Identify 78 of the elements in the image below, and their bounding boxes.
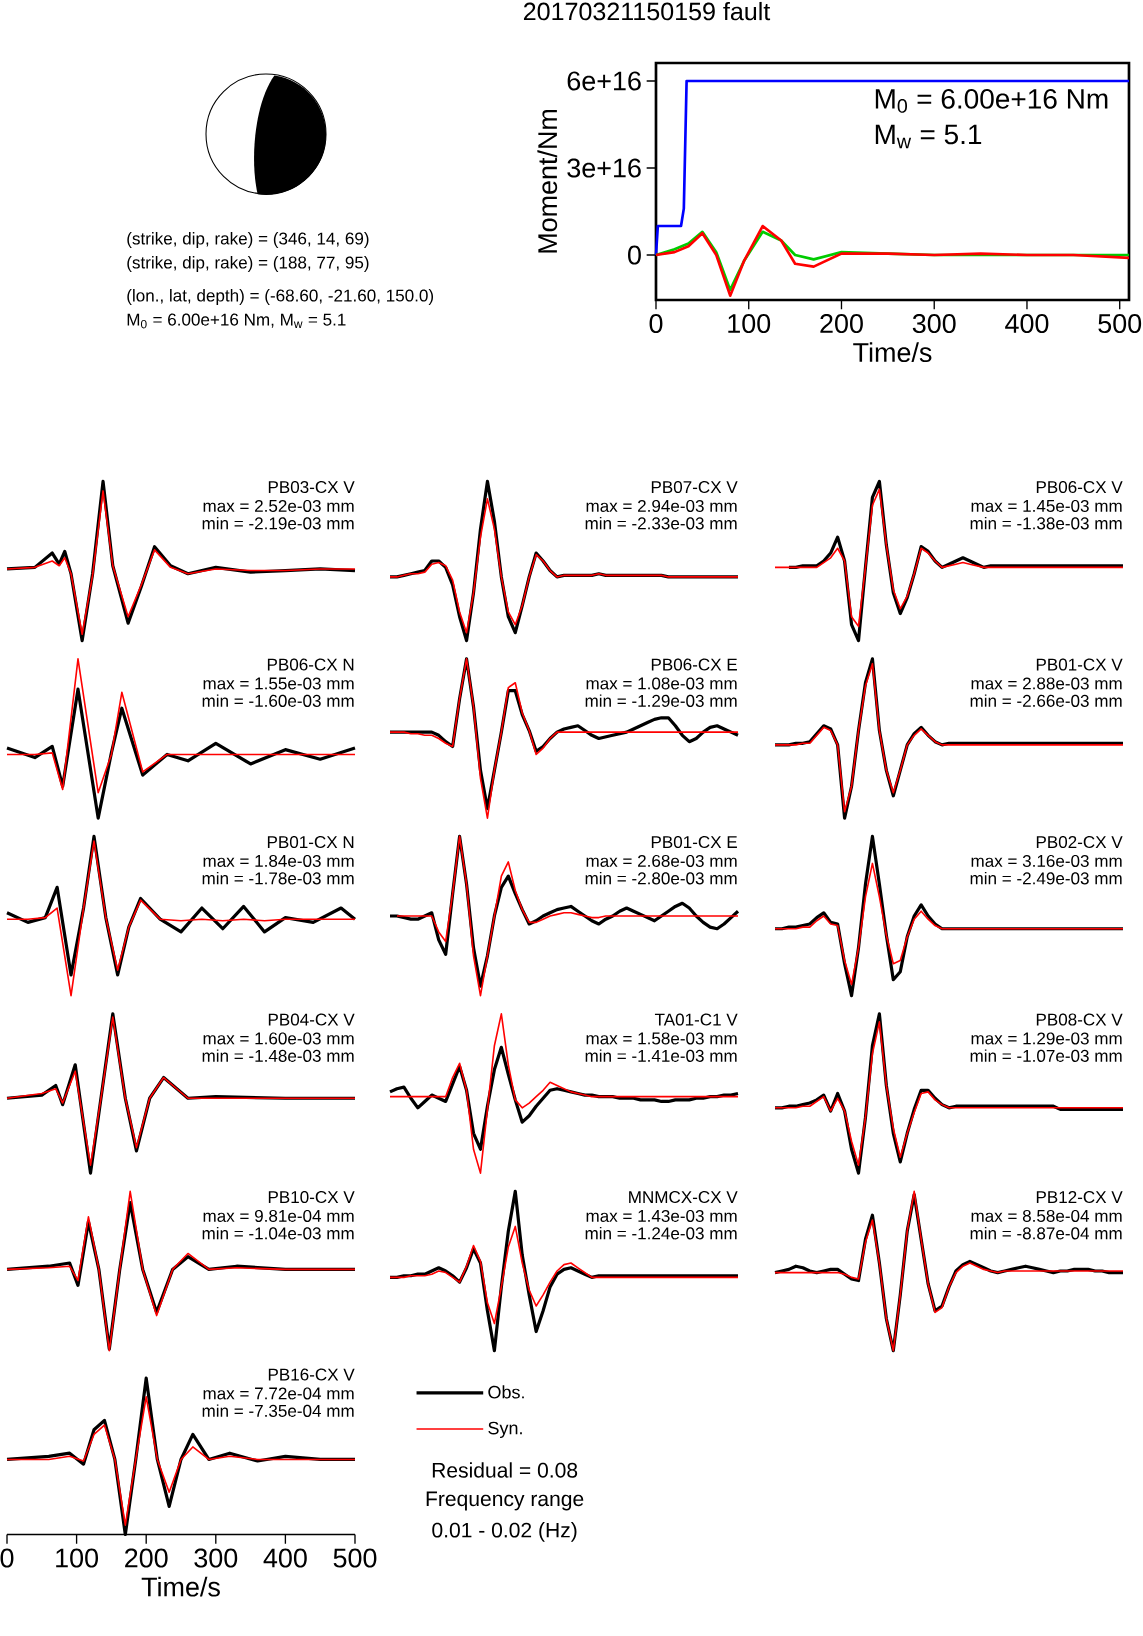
legend-label: Obs. [488, 1385, 524, 1399]
annotation: max = 1.08e-03 mm [586, 677, 737, 690]
annotation: PB02-CX V [1036, 835, 1123, 849]
annotation: PB06-CX N [267, 658, 354, 671]
annotation: min = -7.35e-04 mm [202, 1404, 354, 1417]
annotation: PB07-CX V [651, 480, 738, 494]
text: M$_{0}$ = 6.00e+16 Nm, M$_{w}$ = 5.1 [127, 313, 346, 329]
text: (strike, dip, rake) = (346, 14, 69) [127, 232, 369, 248]
x-tick-label: 400 [263, 1548, 307, 1568]
annotation: min = -1.41e-03 mm [585, 1049, 737, 1062]
x-tick-label: 300 [912, 314, 956, 334]
annotation: min = -1.04e-03 mm [202, 1226, 354, 1240]
x-tick-label: 200 [820, 314, 863, 334]
annotation: max = 9.81e-04 mm [203, 1209, 354, 1222]
annotation: max = 1.55e-03 mm [203, 677, 354, 690]
x-tick-label: 500 [1098, 314, 1142, 334]
x-tick-label: 0 [649, 314, 663, 334]
annotation: PB06-CX V [1036, 480, 1123, 494]
y-tick-label: 3e+16 [567, 158, 641, 178]
annotation: PB12-CX V [1036, 1190, 1123, 1204]
annotation: min = -2.33e-03 mm [585, 516, 737, 530]
annotation: TA01-C1 V [654, 1013, 738, 1026]
x-tick-label: 400 [1005, 314, 1049, 334]
y-tick-label: 6e+16 [567, 71, 641, 91]
annotation: min = -1.38e-03 mm [970, 516, 1122, 530]
annotation: PB10-CX V [268, 1190, 355, 1204]
annotation: max = 1.43e-03 mm [586, 1209, 737, 1222]
text: (lon., lat, depth) = (-68.60, -21.60, 150.0) [127, 289, 434, 305]
annotation: min = -1.24e-03 mm [585, 1226, 737, 1240]
annotation: PB01-CX V [1036, 658, 1123, 671]
y-tick-label: 0 [628, 245, 641, 265]
annotation: max = 1.45e-03 mm [971, 499, 1122, 512]
text: Frequency range [426, 1491, 584, 1511]
annotation: PB01-CX N [267, 835, 354, 849]
annotation: min = -8.87e-04 mm [970, 1226, 1122, 1240]
x-tick-label: 0 [0, 1548, 14, 1568]
annotation: PB04-CX V [268, 1013, 355, 1026]
annotation: MNMCX-CX V [629, 1190, 738, 1204]
annotation: min = -1.29e-03 mm [585, 694, 737, 707]
x-tick-label: 100 [56, 1548, 99, 1568]
annotation: min = -2.49e-03 mm [970, 871, 1122, 885]
annotation: max = 8.58e-04 mm [971, 1209, 1122, 1222]
annotation: min = -1.48e-03 mm [202, 1049, 354, 1062]
x-tick-label: 100 [728, 314, 771, 334]
annotation: M$_{w}$ = 5.1 [875, 124, 982, 149]
annotation: min = -2.80e-03 mm [585, 871, 737, 885]
annotation: max = 7.72e-04 mm [203, 1387, 354, 1400]
annotation: PB06-CX E [651, 658, 737, 671]
chart-title: 20170321150159 fault [523, 1, 771, 21]
annotation: PB03-CX V [268, 480, 355, 494]
annotation: min = -2.19e-03 mm [202, 516, 354, 530]
annotation: min = -1.07e-03 mm [970, 1049, 1122, 1062]
x-tick-label: 200 [125, 1548, 168, 1568]
annotation: max = 2.68e-03 mm [586, 854, 737, 867]
annotation: PB01-CX E [651, 835, 737, 849]
annotation: max = 3.16e-03 mm [971, 854, 1122, 867]
annotation: max = 2.88e-03 mm [971, 677, 1122, 690]
x-axis-title: Time/s [853, 342, 932, 363]
annotation: max = 1.29e-03 mm [971, 1032, 1122, 1045]
annotation: max = 1.84e-03 mm [203, 854, 354, 867]
annotation: max = 2.52e-03 mm [203, 499, 354, 512]
annotation: min = -1.78e-03 mm [202, 871, 354, 885]
text: 0.01 - 0.02 (Hz) [432, 1522, 577, 1542]
annotation: max = 1.60e-03 mm [203, 1032, 354, 1045]
x-tick-label: 300 [194, 1548, 238, 1568]
x-tick-label: 500 [333, 1548, 377, 1568]
text: Residual = 0.08 [432, 1462, 578, 1478]
y-axis-title: Moment/Nm [537, 109, 558, 253]
x-axis-title: Time/s [141, 1576, 220, 1597]
text: (strike, dip, rake) = (188, 77, 95) [127, 256, 369, 272]
annotation: max = 1.58e-03 mm [586, 1032, 737, 1045]
legend-label: Syn. [488, 1421, 522, 1438]
annotation: PB16-CX V [268, 1368, 355, 1381]
annotation: min = -2.66e-03 mm [970, 694, 1122, 707]
annotation: min = -1.60e-03 mm [202, 694, 354, 707]
annotation: M$_{0}$ = 6.00e+16 Nm [875, 88, 1108, 113]
annotation: PB08-CX V [1036, 1013, 1123, 1026]
annotation: max = 2.94e-03 mm [586, 499, 737, 512]
